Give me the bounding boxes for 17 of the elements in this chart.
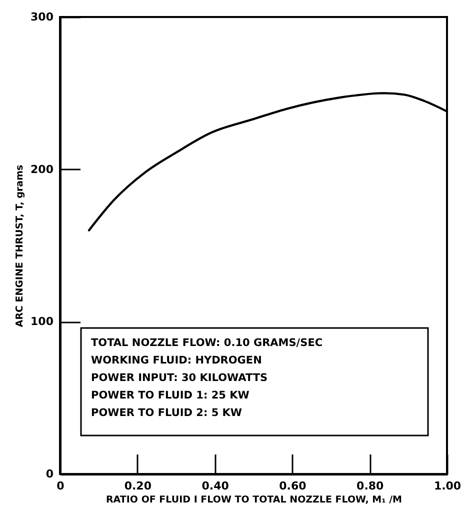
annotation: POWER TO FLUID 2: 5 KW <box>91 407 242 419</box>
annotation: TOTAL NOZZLE FLOW: 0.10 GRAMS/SEC <box>91 337 323 349</box>
y-tick-label: 300 <box>30 10 54 24</box>
annotation: POWER TO FLUID 1: 25 KW <box>91 390 250 402</box>
x-tick-label: 0.80 <box>356 480 384 492</box>
x-tick-label: 0 <box>56 480 65 492</box>
y-tick-label: 200 <box>30 162 54 176</box>
x-axis-title: RATIO OF FLUID I FLOW TO TOTAL NOZZLE FLOW, M₁ /M <box>106 494 402 506</box>
annotation: POWER INPUT: 30 KILOWATTS <box>91 372 268 384</box>
annotation: WORKING FLUID: HYDROGEN <box>91 354 262 366</box>
y-tick-label: 100 <box>30 315 54 328</box>
y-tick-label: 0 <box>46 468 54 480</box>
x-tick-label: 0.40 <box>202 480 230 492</box>
x-tick-label: 0.60 <box>279 480 307 492</box>
x-tick-label: 0.20 <box>124 480 152 492</box>
x-tick-label: 1.00 <box>434 480 462 492</box>
y-axis-title: ARC ENGINE THRUST, T, grams <box>14 164 26 328</box>
